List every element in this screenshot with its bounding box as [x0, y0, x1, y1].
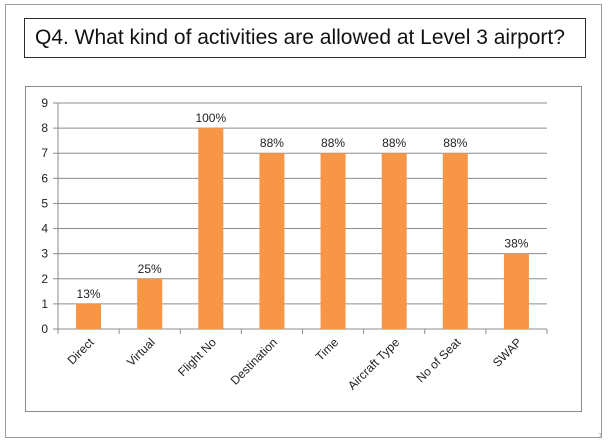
- x-tick-label: SWAP: [490, 335, 525, 370]
- data-label: 88%: [382, 136, 406, 150]
- y-tick-label: 5: [41, 196, 48, 210]
- bar-aircraft-type: [381, 153, 407, 329]
- bar-direct: [76, 303, 102, 329]
- chart-area: 0 1 2 3 4 5 6 7 8 9 13% Direct 25% Virtual 100% Flight …: [25, 86, 582, 412]
- y-tick-label: 2: [41, 272, 48, 286]
- page-number: 7: [598, 433, 602, 440]
- data-label: 100%: [195, 111, 226, 125]
- x-tick-label: Destination: [228, 335, 280, 387]
- bar-no-of-seat: [442, 153, 468, 329]
- x-tick-label: Aircraft Type: [345, 335, 403, 393]
- bar-destination: [259, 153, 285, 329]
- bar-virtual: [137, 278, 163, 329]
- x-tick-label: Time: [313, 335, 342, 364]
- y-tick-label: 1: [41, 297, 48, 311]
- y-tick-label: 0: [41, 322, 48, 336]
- y-tick-label: 6: [41, 171, 48, 185]
- x-tick-label: Direct: [65, 335, 98, 368]
- y-tick-label: 7: [41, 146, 48, 160]
- y-tick-label: 4: [41, 222, 48, 236]
- data-label: 88%: [321, 136, 345, 150]
- bar-time: [320, 153, 346, 329]
- bar-flight-no: [198, 128, 224, 329]
- data-label: 25%: [138, 262, 162, 276]
- y-tick-label: 8: [41, 121, 48, 135]
- question-title: Q4. What kind of activities are allowed …: [24, 18, 586, 58]
- x-tick-label: Virtual: [124, 335, 158, 369]
- y-tick-label: 3: [41, 247, 48, 261]
- bar-swap: [503, 253, 529, 329]
- data-label: 88%: [443, 136, 467, 150]
- x-tick-label: Flight No: [175, 335, 219, 379]
- data-label: 38%: [504, 237, 528, 251]
- data-label: 88%: [260, 136, 284, 150]
- y-tick-label: 9: [41, 96, 48, 110]
- bar-chart: 0 1 2 3 4 5 6 7 8 9 13% Direct 25% Virtual 100% Flight …: [41, 96, 548, 393]
- x-tick-label: No of Seat: [413, 335, 463, 385]
- data-label: 13%: [77, 287, 101, 301]
